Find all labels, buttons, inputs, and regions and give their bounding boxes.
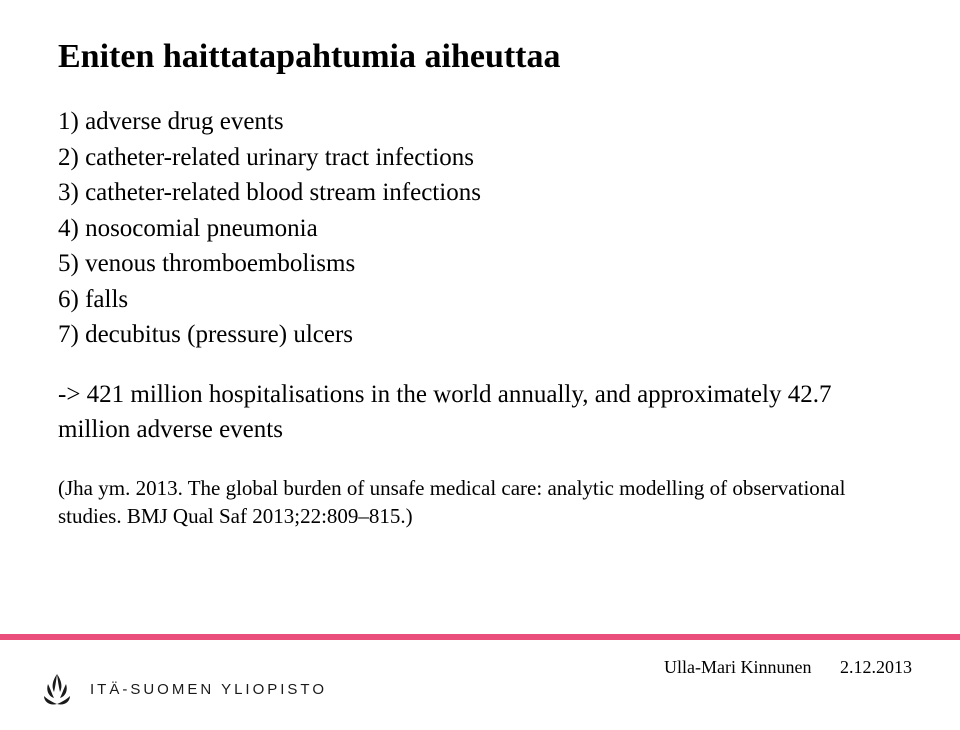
numbered-list: 1) adverse drug events 2) catheter-relat… xyxy=(58,104,902,353)
list-item: 3) catheter-related blood stream infecti… xyxy=(58,175,902,211)
university-logo: ITÄ-SUOMEN YLIOPISTO xyxy=(36,668,327,710)
footer-date: 2.12.2013 xyxy=(840,657,912,677)
slide-title: Eniten haittatapahtumia aiheuttaa xyxy=(58,38,902,76)
conclusion-text: -> 421 million hospitalisations in the w… xyxy=(58,377,902,448)
list-item: 6) falls xyxy=(58,282,902,318)
list-item: 5) venous thromboembolisms xyxy=(58,246,902,282)
slide-content: Eniten haittatapahtumia aiheuttaa 1) adv… xyxy=(0,0,960,530)
footer-author: Ulla-Mari Kinnunen xyxy=(664,657,811,677)
leaf-icon xyxy=(36,668,78,710)
citation-text: (Jha ym. 2013. The global burden of unsa… xyxy=(58,474,902,531)
list-item: 7) decubitus (pressure) ulcers xyxy=(58,317,902,353)
list-item: 2) catheter-related urinary tract infect… xyxy=(58,140,902,176)
list-item: 1) adverse drug events xyxy=(58,104,902,140)
logo-text: ITÄ-SUOMEN YLIOPISTO xyxy=(90,681,327,698)
footer-meta: Ulla-Mari Kinnunen 2.12.2013 xyxy=(664,657,912,678)
footer-divider xyxy=(0,634,960,640)
list-item: 4) nosocomial pneumonia xyxy=(58,211,902,247)
